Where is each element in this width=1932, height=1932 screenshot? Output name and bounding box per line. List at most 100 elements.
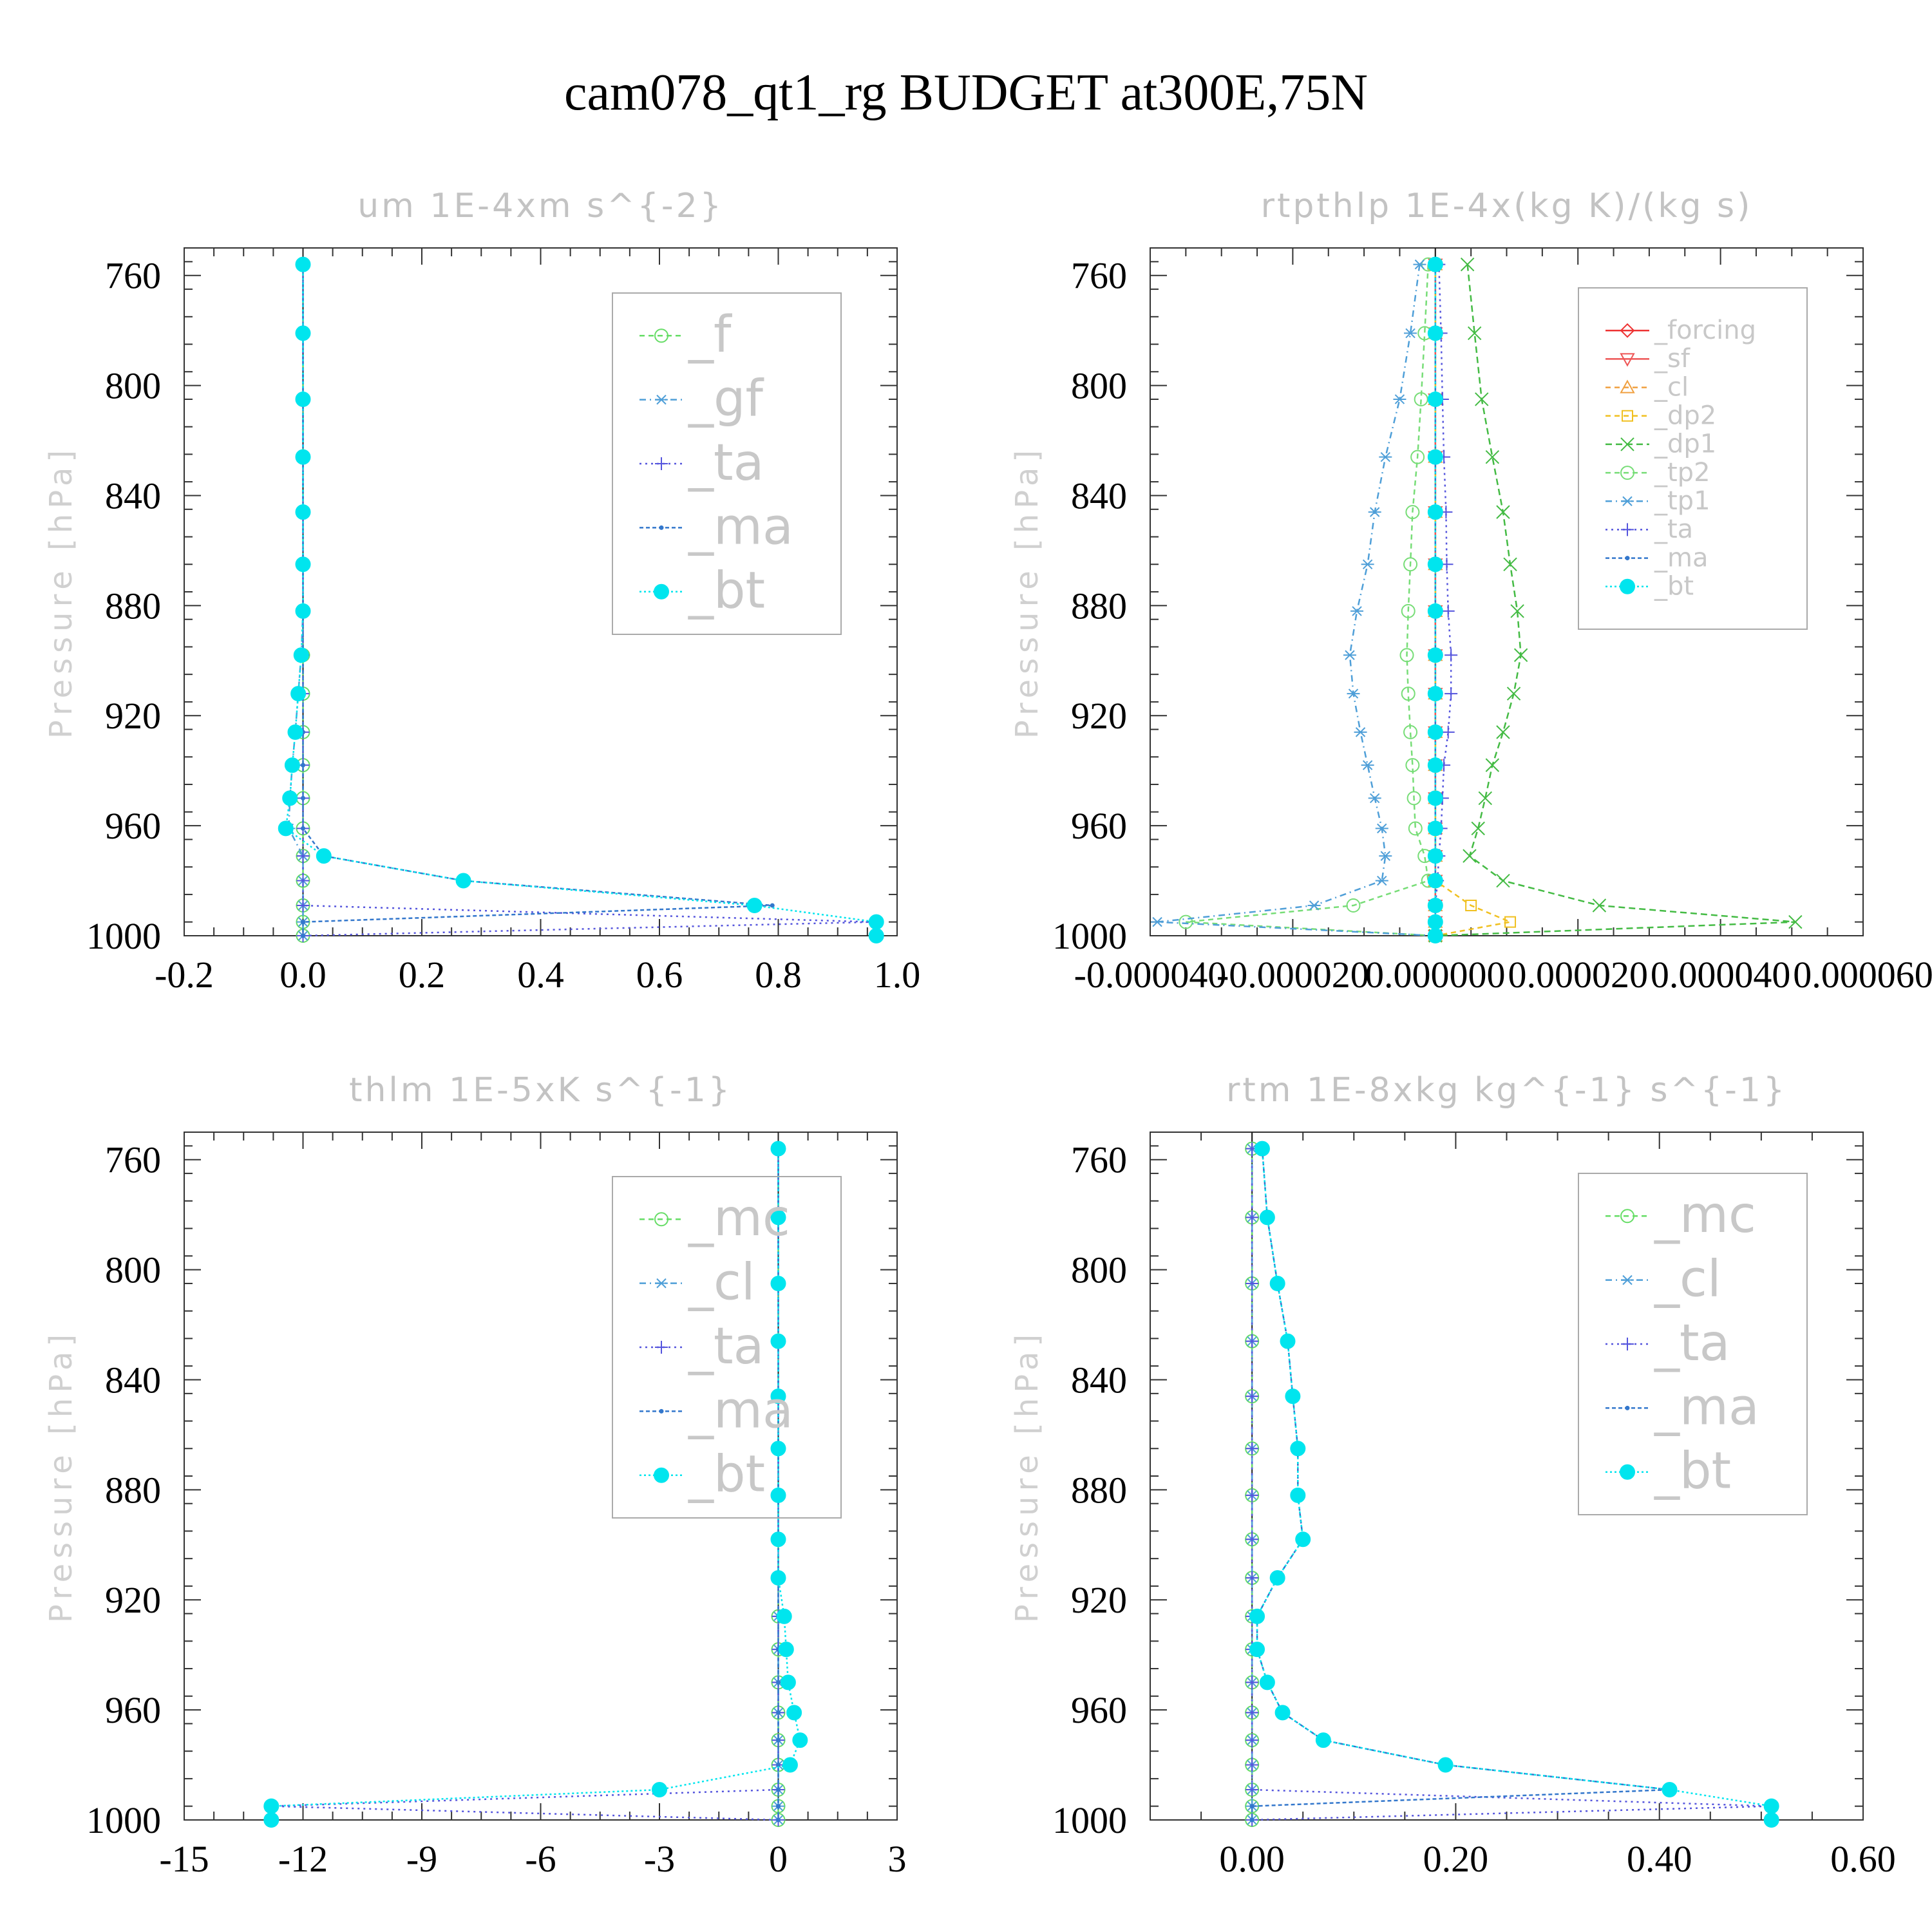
data-point bbox=[1506, 687, 1521, 701]
data-point bbox=[1375, 875, 1388, 886]
data-point bbox=[296, 849, 310, 863]
data-point bbox=[1437, 1757, 1454, 1773]
data-point bbox=[1399, 648, 1414, 663]
series-line bbox=[302, 264, 874, 937]
legend-entry: _mc bbox=[1605, 1186, 1756, 1244]
data-point bbox=[770, 1531, 786, 1548]
data-point bbox=[1259, 1674, 1275, 1690]
y-axis-label: Pressure [hPa] bbox=[43, 1329, 79, 1623]
data-point bbox=[1347, 688, 1360, 699]
data-point bbox=[1249, 1804, 1255, 1809]
data-point bbox=[293, 647, 309, 663]
data-point bbox=[1151, 916, 1164, 927]
y-tick-label: 960 bbox=[1071, 805, 1127, 847]
legend-marker bbox=[1620, 1464, 1635, 1480]
data-point bbox=[1245, 1676, 1259, 1689]
x-tick-label: 0.6 bbox=[636, 954, 683, 996]
y-tick-label: 1000 bbox=[86, 915, 161, 957]
series-ta bbox=[296, 258, 880, 942]
legend-marker bbox=[659, 1408, 664, 1414]
legend-marker bbox=[1620, 437, 1634, 451]
panel-title: rtpthlp 1E-4x(kg K)/(kg s) bbox=[1261, 187, 1753, 225]
data-point bbox=[1290, 1441, 1306, 1457]
data-point bbox=[1485, 450, 1500, 464]
legend-entry: _ma bbox=[1605, 1378, 1759, 1436]
data-point bbox=[1290, 1487, 1306, 1503]
data-point bbox=[1249, 1642, 1265, 1658]
data-point bbox=[770, 1209, 786, 1226]
legend-label: _ma bbox=[688, 1381, 793, 1439]
data-point bbox=[287, 724, 303, 740]
y-axis-label: Pressure [hPa] bbox=[43, 445, 79, 739]
data-point bbox=[301, 933, 305, 938]
data-point bbox=[295, 556, 311, 573]
data-point bbox=[1513, 648, 1528, 662]
data-point bbox=[1427, 820, 1443, 837]
legend-entry: _tp2 bbox=[1605, 458, 1710, 488]
data-point bbox=[1406, 791, 1421, 806]
data-point bbox=[776, 1738, 781, 1743]
legend-entry: _ma bbox=[1605, 543, 1708, 573]
data-point bbox=[1427, 757, 1443, 773]
data-point bbox=[1245, 1334, 1259, 1348]
data-point bbox=[1496, 725, 1510, 739]
legend-marker bbox=[655, 457, 668, 470]
y-tick-label: 880 bbox=[1071, 1469, 1127, 1511]
data-point bbox=[1427, 928, 1443, 943]
legend: _forcing_sf_cl_dp2_dp1_tp2_tp1_ta_ma_bt bbox=[1578, 287, 1808, 630]
data-point bbox=[1427, 556, 1443, 573]
y-tick-label: 920 bbox=[105, 695, 161, 737]
legend-label: _dp1 bbox=[1654, 430, 1716, 459]
data-point bbox=[1427, 790, 1443, 806]
data-point bbox=[1354, 727, 1367, 737]
legend-marker bbox=[1620, 353, 1635, 367]
legend-label: _ma bbox=[1654, 543, 1708, 573]
legend-label: _bt bbox=[688, 1446, 765, 1504]
legend-entry: _tp1 bbox=[1605, 486, 1710, 516]
figure-title: cam078_qt1_rg BUDGET at300E,75N bbox=[564, 64, 1368, 121]
data-point bbox=[652, 1782, 667, 1798]
legend-marker bbox=[1625, 556, 1630, 561]
plot-frame bbox=[1150, 247, 1864, 936]
data-point bbox=[1249, 1817, 1255, 1823]
data-point bbox=[1408, 821, 1423, 836]
data-point bbox=[1401, 603, 1416, 618]
legend-entry: _ta bbox=[639, 434, 764, 492]
data-point bbox=[1379, 851, 1392, 861]
y-tick-label: 840 bbox=[105, 475, 161, 516]
data-point bbox=[1427, 898, 1443, 914]
data-point bbox=[1763, 1812, 1779, 1828]
y-tick-label: 920 bbox=[1071, 1579, 1127, 1621]
x-tick-label: -9 bbox=[406, 1838, 437, 1880]
data-point bbox=[1245, 1571, 1259, 1585]
data-point bbox=[1361, 760, 1374, 770]
y-tick-label: 800 bbox=[1071, 1249, 1127, 1291]
legend-entry: _bt bbox=[639, 562, 765, 620]
data-point bbox=[1307, 900, 1321, 911]
data-point bbox=[776, 1680, 781, 1685]
data-point bbox=[1375, 823, 1388, 834]
data-point bbox=[1444, 649, 1458, 662]
data-point bbox=[1496, 505, 1510, 519]
data-point bbox=[776, 1763, 781, 1768]
panel-3: thlm 1E-5xK s^{-1} Pressure [hPa] -15 -12 -9… bbox=[43, 1071, 907, 1880]
legend-entry: _mc bbox=[639, 1189, 790, 1247]
legend: _mc _cl_ta _ma _bt bbox=[1578, 1173, 1808, 1515]
y-tick-label: 760 bbox=[105, 1139, 161, 1181]
data-point bbox=[1245, 1758, 1259, 1772]
y-tick-label: 1000 bbox=[86, 1799, 161, 1841]
legend-box bbox=[612, 292, 842, 635]
data-point bbox=[770, 903, 775, 908]
data-point bbox=[1441, 725, 1455, 739]
legend-label: _cl bbox=[1654, 372, 1689, 402]
data-point bbox=[282, 790, 298, 806]
legend-marker bbox=[1622, 410, 1633, 422]
data-point bbox=[776, 1817, 781, 1823]
data-point bbox=[1245, 1734, 1259, 1747]
y-tick-label: 840 bbox=[1071, 1359, 1127, 1401]
data-point bbox=[786, 1705, 802, 1721]
data-point bbox=[455, 873, 471, 889]
legend-marker bbox=[1620, 1209, 1634, 1224]
y-tick-label: 840 bbox=[105, 1359, 161, 1401]
series-line bbox=[285, 264, 877, 936]
